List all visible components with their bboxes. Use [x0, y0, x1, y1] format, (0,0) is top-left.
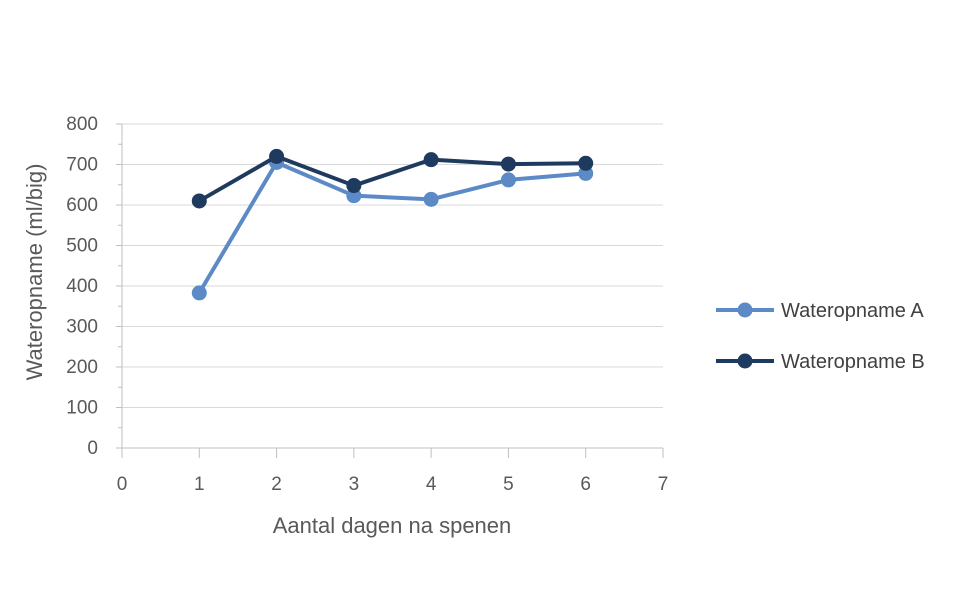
- legend-entry: Wateropname B: [716, 351, 925, 373]
- x-tick-label: 0: [117, 474, 128, 495]
- data-point: [423, 152, 439, 168]
- data-point: [423, 191, 439, 207]
- x-tick-label: 2: [271, 474, 282, 495]
- data-point: [191, 193, 207, 209]
- data-point: [500, 172, 516, 188]
- x-tick-label: 5: [503, 474, 514, 495]
- x-tick-label: 4: [426, 474, 437, 495]
- legend-label: Wateropname A: [781, 300, 924, 322]
- series-a: [191, 154, 594, 301]
- y-tick-label: 100: [66, 398, 98, 419]
- y-axis-title: Wateropname (ml/big): [22, 164, 47, 381]
- data-point: [269, 148, 285, 164]
- y-tick-label: 800: [66, 114, 98, 135]
- legend-marker: [737, 353, 753, 369]
- series-b: [191, 148, 594, 209]
- y-tick-label: 500: [66, 236, 98, 257]
- plot-series: [191, 148, 594, 301]
- axes: [116, 123, 664, 458]
- y-tick-label: 200: [66, 357, 98, 378]
- legend: Wateropname A Wateropname B: [716, 300, 925, 373]
- y-tick-label: 300: [66, 317, 98, 338]
- x-tick-label: 7: [658, 474, 669, 495]
- data-point: [500, 156, 516, 172]
- y-tick-label: 400: [66, 276, 98, 297]
- data-point: [578, 155, 594, 171]
- legend-entry: Wateropname A: [716, 300, 924, 322]
- legend-marker: [737, 302, 753, 318]
- data-point: [346, 178, 362, 194]
- x-tick-label: 1: [194, 474, 205, 495]
- data-point: [191, 285, 207, 301]
- x-tick-label: 6: [580, 474, 591, 495]
- y-tick-label: 600: [66, 195, 98, 216]
- gridlines: [122, 123, 663, 408]
- x-tick-labels: 0 1 2 3 4 5 6 7: [117, 474, 669, 495]
- x-axis-title: Aantal dagen na spenen: [273, 513, 512, 538]
- y-tick-labels: 0 100 200 300 400 500 600 700 800: [66, 114, 98, 459]
- series-line: [197, 160, 588, 295]
- y-tick-label: 700: [66, 155, 98, 176]
- y-tick-label: 0: [87, 438, 98, 459]
- series-line: [197, 154, 588, 203]
- legend-label: Wateropname B: [781, 351, 925, 373]
- x-tick-label: 3: [349, 474, 360, 495]
